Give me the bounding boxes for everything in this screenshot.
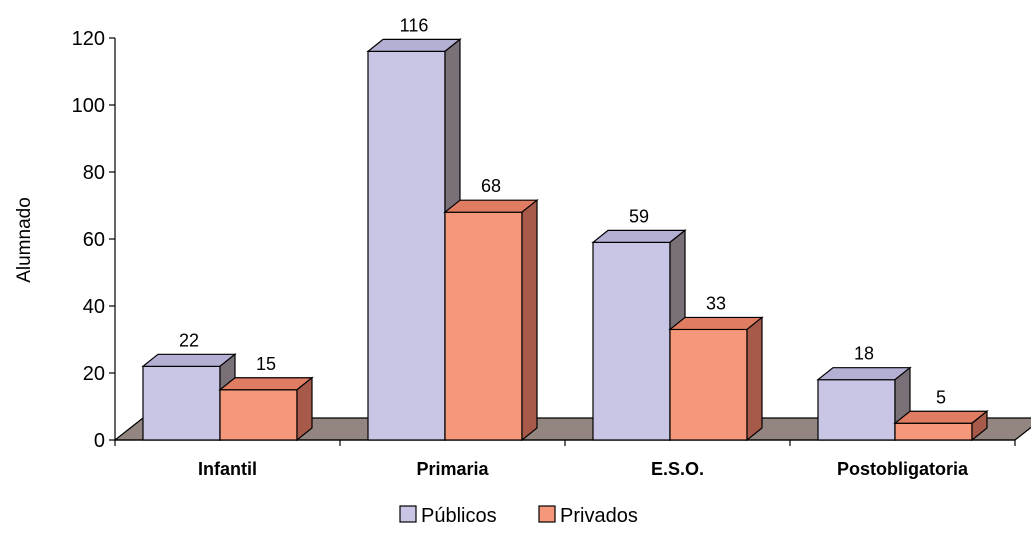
y-tick-label: 0	[94, 430, 105, 452]
bar-top	[141, 353, 237, 367]
bar-front	[669, 328, 748, 441]
y-tick-label: 120	[72, 28, 105, 50]
legend-swatch	[538, 505, 556, 523]
data-label: 18	[854, 344, 874, 364]
bar-front	[219, 389, 298, 441]
x-tick-label: Postobligatoria	[837, 459, 969, 479]
x-tick-label: Infantil	[198, 459, 257, 479]
bar-top	[366, 38, 462, 53]
data-label: 22	[179, 330, 199, 350]
y-axis-title: Alumnado	[14, 197, 35, 283]
bar-front	[367, 50, 446, 441]
bar-top	[893, 410, 989, 424]
data-label: 116	[400, 15, 429, 35]
data-label: 59	[629, 206, 649, 226]
bar-front	[142, 365, 221, 441]
y-tick-label: 60	[83, 229, 105, 251]
bar-front	[444, 211, 523, 441]
bar-top	[668, 316, 764, 331]
bar-top	[591, 229, 687, 243]
data-label: 68	[481, 176, 501, 196]
y-tick-label: 20	[83, 363, 105, 385]
y-tick-label: 100	[72, 95, 105, 117]
x-tick-label: Primaria	[416, 459, 489, 479]
bar-side	[296, 376, 313, 442]
bar-front	[592, 241, 671, 441]
legend-swatch	[399, 505, 417, 523]
y-tick-label: 80	[83, 162, 105, 184]
bar-side	[971, 410, 988, 442]
data-label: 5	[936, 387, 946, 407]
bar-top	[218, 377, 314, 391]
y-tick-label: 40	[83, 296, 105, 318]
legend-label: Privados	[560, 505, 638, 527]
bar-side	[521, 198, 538, 442]
x-tick-label: E.S.O.	[651, 459, 704, 479]
data-label: 33	[706, 293, 726, 313]
legend-label: Públicos	[421, 505, 497, 527]
data-label: 15	[256, 354, 276, 374]
bar-top	[816, 367, 912, 381]
bar-front	[894, 422, 973, 441]
bar-front	[817, 379, 896, 441]
bar-side	[746, 316, 763, 442]
bar-top	[443, 199, 539, 213]
